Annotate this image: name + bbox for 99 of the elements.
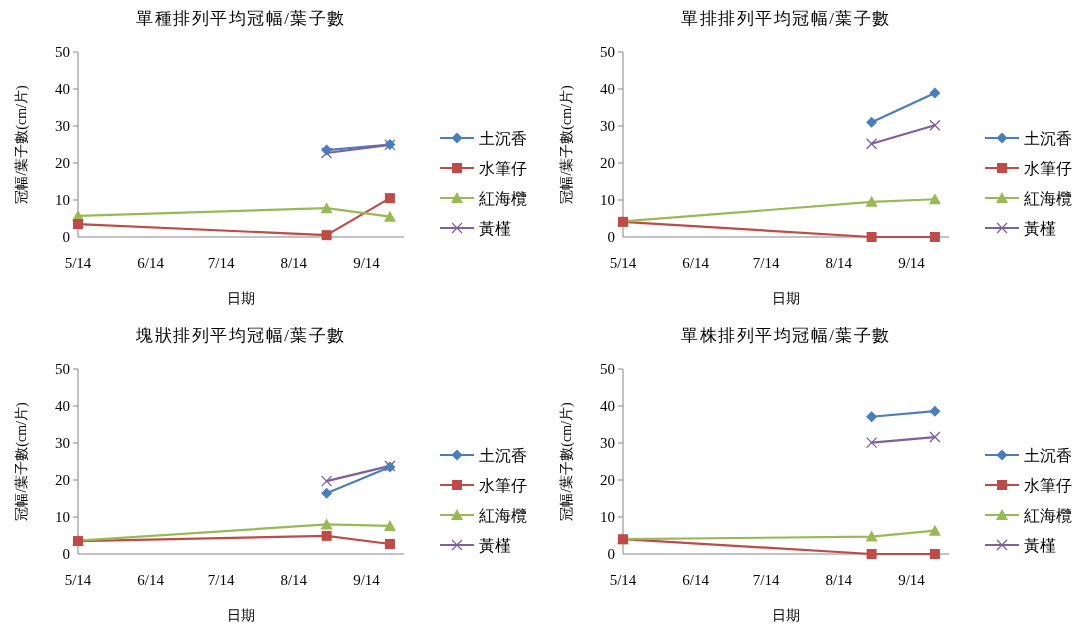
point [865,436,878,449]
legend-label: 黃槿 [479,220,511,237]
y-tick-label: 40 [55,398,70,414]
point [866,232,877,242]
x-tick-label: 9/14 [353,255,381,271]
point [865,530,878,542]
y-axis-title: 冠幅/葉子數(cm/片) [559,85,575,204]
point [320,475,333,487]
legend-label: 土沉香 [1024,447,1072,464]
point [321,530,332,541]
y-tick-label: 30 [55,118,70,134]
legend-label: 紅海欖 [1024,190,1072,207]
x-axis-title: 日期 [227,608,255,623]
y-axis-title: 冠幅/葉子數(cm/片) [559,402,575,521]
y-tick-label: 30 [55,435,70,451]
x-tick-label: 7/14 [752,572,780,588]
point [866,411,878,423]
point [384,193,395,204]
legend-label: 土沉香 [1024,130,1072,147]
point [384,539,395,550]
legend-label: 水筆仔 [1024,160,1072,177]
x-tick-label: 5/14 [64,255,92,271]
legend-label: 紅海欖 [479,190,527,207]
x-tick-label: 8/14 [825,255,853,271]
legend-label: 黃槿 [479,537,511,554]
x-tick-label: 5/14 [64,572,92,588]
legend-label: 黃槿 [1024,537,1056,554]
y-tick-label: 30 [600,118,615,134]
point [929,119,941,131]
x-tick-label: 5/14 [609,572,637,588]
y-tick-label: 40 [600,398,615,414]
y-tick-label: 10 [55,509,70,525]
point [865,195,878,207]
y-axis-title: 冠幅/葉子數(cm/片) [14,402,30,521]
x-tick-label: 7/14 [207,572,235,588]
point [383,210,396,222]
point [866,116,878,128]
point [321,487,333,499]
point [321,230,332,241]
x-tick-label: 7/14 [752,255,780,271]
x-tick-label: 8/14 [280,255,308,271]
chart-title: 單種排列平均冠幅/葉子數 [136,9,346,28]
y-tick-label: 20 [600,155,615,171]
legend-label: 黃槿 [1024,220,1056,237]
chart-title: 塊狀排列平均冠幅/葉子數 [135,326,346,345]
y-tick-label: 20 [600,472,615,488]
legend-label: 土沉香 [479,130,527,147]
y-tick-label: 0 [62,229,70,245]
legend-label: 水筆仔 [479,160,527,177]
y-tick-label: 50 [600,44,615,60]
x-tick-label: 6/14 [137,572,165,588]
legend-label: 紅海欖 [1024,507,1072,524]
x-tick-label: 5/14 [609,255,637,271]
x-tick-label: 9/14 [898,255,926,271]
legend-label: 水筆仔 [1024,477,1072,494]
chart-title: 單株排列平均冠幅/葉子數 [681,326,891,345]
y-tick-label: 50 [55,361,70,377]
point [320,518,333,530]
x-tick-label: 6/14 [682,572,710,588]
point [865,138,878,150]
y-axis-title: 冠幅/葉子數(cm/片) [14,85,30,204]
point [929,431,941,443]
point [929,405,941,417]
point [383,519,396,531]
x-tick-label: 6/14 [137,255,165,271]
x-tick-label: 6/14 [682,255,710,271]
y-tick-label: 40 [600,81,615,97]
point [866,549,877,559]
x-tick-label: 8/14 [825,572,853,588]
point [928,524,941,536]
x-axis-title: 日期 [772,608,800,623]
y-tick-label: 0 [607,546,615,562]
y-tick-label: 50 [600,361,615,377]
point [320,202,333,214]
legend-label: 紅海欖 [479,507,527,524]
x-tick-label: 7/14 [207,255,235,271]
point [929,87,941,99]
x-axis-title: 日期 [227,291,255,306]
point [928,193,941,205]
y-tick-label: 0 [62,546,70,562]
point [929,232,940,242]
y-tick-label: 40 [55,81,70,97]
y-tick-label: 30 [600,435,615,451]
y-tick-label: 10 [600,509,615,525]
legend-label: 土沉香 [479,447,527,464]
x-tick-label: 8/14 [280,572,308,588]
point [929,549,940,559]
point [73,219,83,230]
legend-label: 水筆仔 [479,477,527,494]
x-axis-title: 日期 [772,291,800,306]
y-tick-label: 10 [55,192,70,208]
y-tick-label: 0 [607,229,615,245]
x-tick-label: 9/14 [898,572,926,588]
chart-title: 單排排列平均冠幅/葉子數 [681,9,891,28]
x-tick-label: 9/14 [353,572,381,588]
y-tick-label: 10 [600,192,615,208]
y-tick-label: 50 [55,44,70,60]
y-tick-label: 20 [55,155,70,171]
y-tick-label: 20 [55,472,70,488]
